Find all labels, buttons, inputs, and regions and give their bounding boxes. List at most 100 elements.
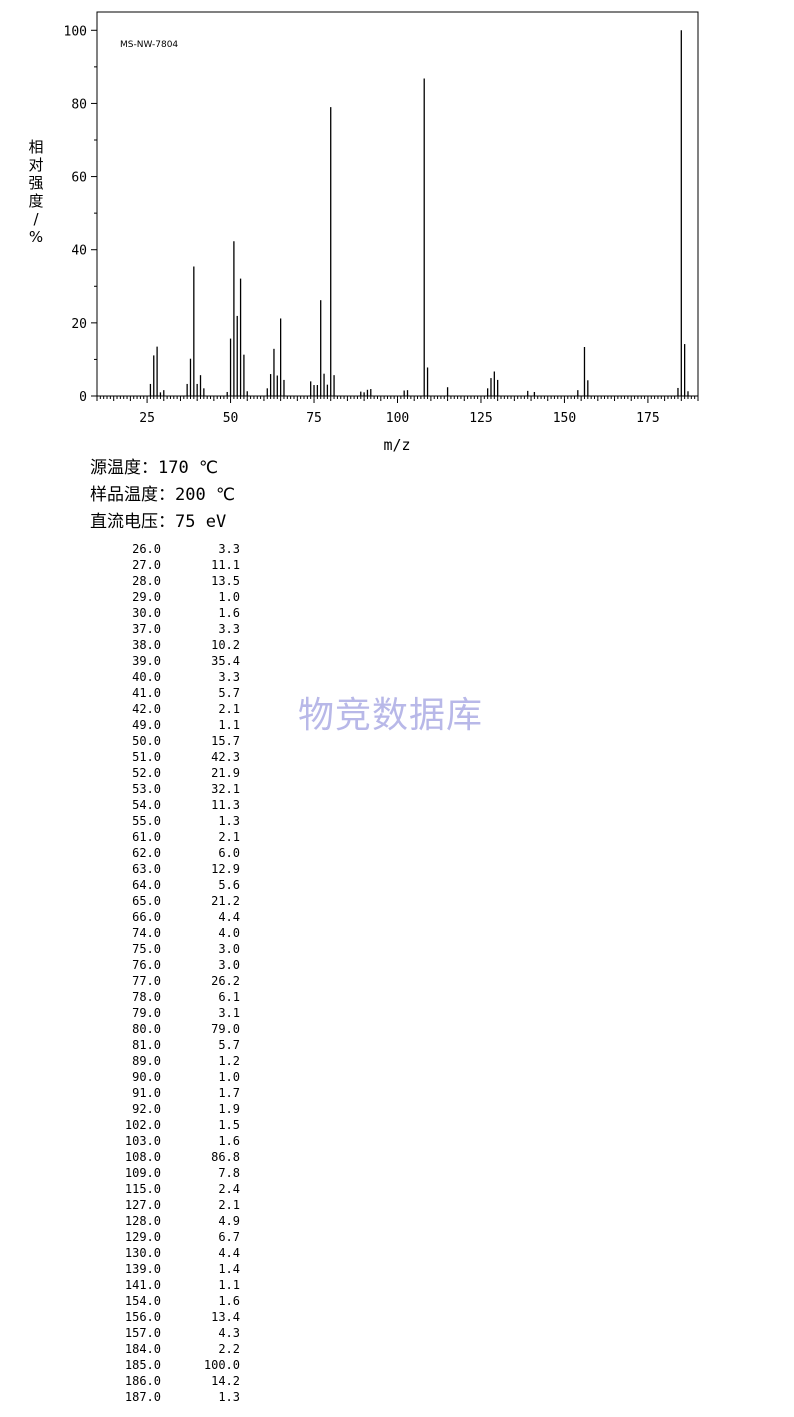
table-row: 115.0 2.4 <box>40 1181 240 1197</box>
table-row: 139.0 1.4 <box>40 1261 240 1277</box>
table-row: 187.0 1.3 <box>40 1389 240 1405</box>
table-intensity-value: 1.0 <box>218 1070 240 1084</box>
table-intensity-value: 1.1 <box>218 1278 240 1292</box>
table-intensity-value: 3.3 <box>218 542 240 556</box>
table-intensity-value: 3.3 <box>218 670 240 684</box>
table-intensity-value: 86.8 <box>211 1150 240 1164</box>
table-mz-value: 49.0 <box>132 718 161 732</box>
table-mz-value: 79.0 <box>132 1006 161 1020</box>
table-row: 78.0 6.1 <box>40 989 240 1005</box>
table-mz-value: 29.0 <box>132 590 161 604</box>
table-mz-value: 154.0 <box>124 1294 161 1308</box>
x-axis: 25 50 75 100 125 150 175 <box>96 396 699 426</box>
table-row: 154.0 1.6 <box>40 1293 240 1309</box>
y-tick-label: 100 <box>64 24 87 39</box>
table-intensity-value: 2.4 <box>218 1182 240 1196</box>
x-tick-label: 50 <box>223 411 239 426</box>
table-row: 66.0 4.4 <box>40 909 240 925</box>
table-mz-value: 26.0 <box>132 542 161 556</box>
x-tick-label: 125 <box>469 411 492 426</box>
x-axis-label: m/z <box>383 436 410 454</box>
chart-title: MS-NW-7804 <box>120 40 178 50</box>
table-intensity-value: 2.2 <box>218 1342 240 1356</box>
table-row: 62.0 6.0 <box>40 845 240 861</box>
table-mz-value: 61.0 <box>132 830 161 844</box>
table-row: 64.0 5.6 <box>40 877 240 893</box>
table-row: 38.0 10.2 <box>40 637 240 653</box>
source-temperature: 源温度：170 ℃ <box>90 458 219 478</box>
table-mz-value: 37.0 <box>132 622 161 636</box>
table-mz-value: 50.0 <box>132 734 161 748</box>
table-mz-value: 115.0 <box>124 1182 161 1196</box>
table-intensity-value: 100.0 <box>203 1358 240 1372</box>
table-row: 29.0 1.0 <box>40 589 240 605</box>
table-row: 49.0 1.1 <box>40 717 240 733</box>
dc-voltage: 直流电压：75 eV <box>90 512 227 532</box>
plot-frame <box>96 11 699 397</box>
table-row: 80.0 79.0 <box>40 1021 240 1037</box>
table-intensity-value: 1.2 <box>218 1054 240 1068</box>
table-row: 127.0 2.1 <box>40 1197 240 1213</box>
table-row: 55.0 1.3 <box>40 813 240 829</box>
table-intensity-value: 42.3 <box>211 750 240 764</box>
table-mz-value: 39.0 <box>132 654 161 668</box>
table-mz-value: 185.0 <box>124 1358 161 1372</box>
table-mz-value: 91.0 <box>132 1086 161 1100</box>
table-row: 79.0 3.1 <box>40 1005 240 1021</box>
table-intensity-value: 11.3 <box>211 798 240 812</box>
table-intensity-value: 5.7 <box>218 686 240 700</box>
table-intensity-value: 6.0 <box>218 846 240 860</box>
table-mz-value: 65.0 <box>132 894 161 908</box>
table-mz-value: 92.0 <box>132 1102 161 1116</box>
table-row: 128.0 4.9 <box>40 1213 240 1229</box>
table-row: 42.0 2.1 <box>40 701 240 717</box>
table-intensity-value: 3.3 <box>218 622 240 636</box>
watermark: 物竞数据库 <box>298 695 484 736</box>
table-row: 53.0 32.1 <box>40 781 240 797</box>
table-mz-value: 184.0 <box>124 1342 161 1356</box>
y-axis: 0 20 40 60 80 100 <box>64 24 97 405</box>
table-intensity-value: 14.2 <box>211 1374 240 1388</box>
table-intensity-value: 5.7 <box>218 1038 240 1052</box>
table-row: 76.0 3.0 <box>40 957 240 973</box>
table-mz-value: 128.0 <box>124 1214 161 1228</box>
table-intensity-value: 35.4 <box>211 654 240 668</box>
table-mz-value: 109.0 <box>124 1166 161 1180</box>
table-intensity-value: 2.1 <box>218 830 240 844</box>
table-mz-value: 90.0 <box>132 1070 161 1084</box>
table-intensity-value: 6.7 <box>218 1230 240 1244</box>
table-mz-value: 108.0 <box>124 1150 161 1164</box>
table-mz-value: 141.0 <box>124 1278 161 1292</box>
table-intensity-value: 7.8 <box>218 1166 240 1180</box>
table-row: 50.0 15.7 <box>40 733 240 749</box>
y-tick-label: 0 <box>79 390 87 405</box>
table-row: 30.0 1.6 <box>40 605 240 621</box>
table-mz-value: 55.0 <box>132 814 161 828</box>
table-intensity-value: 10.2 <box>211 638 240 652</box>
table-intensity-value: 2.1 <box>218 1198 240 1212</box>
table-row: 41.0 5.7 <box>40 685 240 701</box>
table-intensity-value: 5.6 <box>218 878 240 892</box>
table-row: 91.0 1.7 <box>40 1085 240 1101</box>
table-intensity-value: 1.3 <box>218 1390 240 1404</box>
table-mz-value: 54.0 <box>132 798 161 812</box>
table-row: 141.0 1.1 <box>40 1277 240 1293</box>
table-intensity-value: 1.6 <box>218 1294 240 1308</box>
table-row: 27.0 11.1 <box>40 557 240 573</box>
sample-temperature: 样品温度：200 ℃ <box>90 485 236 505</box>
table-row: 61.0 2.1 <box>40 829 240 845</box>
table-row: 156.0 13.4 <box>40 1309 240 1325</box>
table-intensity-value: 12.9 <box>211 862 240 876</box>
table-mz-value: 130.0 <box>124 1246 161 1260</box>
table-row: 103.0 1.6 <box>40 1133 240 1149</box>
table-intensity-value: 1.1 <box>218 718 240 732</box>
table-intensity-value: 3.0 <box>218 958 240 972</box>
table-row: 108.0 86.8 <box>40 1149 240 1165</box>
table-row: 28.0 13.5 <box>40 573 240 589</box>
table-mz-value: 81.0 <box>132 1038 161 1052</box>
table-row: 77.0 26.2 <box>40 973 240 989</box>
table-row: 89.0 1.2 <box>40 1053 240 1069</box>
table-mz-value: 80.0 <box>132 1022 161 1036</box>
x-tick-label: 25 <box>139 411 155 426</box>
table-intensity-value: 1.6 <box>218 1134 240 1148</box>
